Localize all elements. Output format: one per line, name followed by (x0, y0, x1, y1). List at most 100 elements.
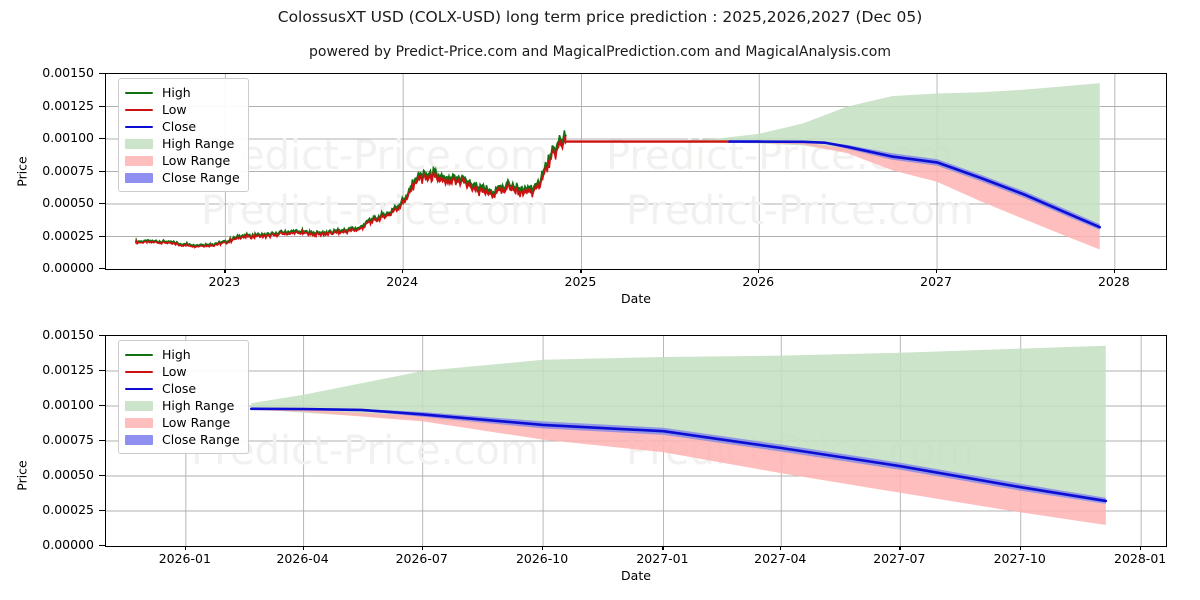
y-tick-label: 0.00075 (42, 162, 94, 178)
legend-swatch-patch-icon (125, 399, 153, 412)
legend-item-close-range[interactable]: Close Range (125, 431, 240, 448)
x-tick-label: 2026-10 (515, 551, 569, 566)
top-plot-area: Predict-Price.com Predict-Price.com Predic… (105, 73, 1167, 270)
legend-swatch-line-icon (125, 86, 153, 99)
y-tick-label: 0.00050 (42, 467, 94, 482)
top-x-axis-label: Date (621, 291, 651, 306)
legend-item-low[interactable]: Low (125, 101, 240, 118)
band-low-range (729, 141, 1100, 250)
x-tick-mark (1019, 545, 1021, 550)
x-tick-label: 2026-07 (395, 551, 448, 566)
legend-label: Close (162, 119, 197, 134)
legend-item-low-range[interactable]: Low Range (125, 414, 240, 431)
x-tick-mark (184, 545, 186, 550)
x-tick-label: 2024 (386, 274, 419, 289)
page-title: ColossusXT USD (COLX-USD) long term pric… (277, 8, 923, 26)
legend-item-low-range[interactable]: Low Range (125, 152, 240, 169)
x-tick-label: 2027-01 (636, 551, 689, 566)
x-tick-mark (899, 545, 901, 550)
legend-label: Low (162, 102, 187, 117)
watermark-text: Predict-Price.com (201, 188, 549, 234)
x-tick-label: 2028 (1097, 274, 1130, 289)
top-legend[interactable]: High Low Close High Range Low Range Close Ran… (118, 78, 249, 192)
y-tick-label: 0.00025 (42, 227, 94, 243)
legend-item-low[interactable]: Low (125, 363, 240, 380)
y-tick-mark (99, 545, 105, 547)
y-tick-mark (99, 235, 105, 237)
legend-item-close-range[interactable]: Close Range (125, 169, 240, 186)
legend-label: Low Range (162, 415, 231, 430)
x-tick-mark (758, 268, 760, 273)
x-tick-mark (302, 545, 304, 550)
series-close-line (728, 140, 1102, 229)
series-high-line (134, 130, 567, 248)
y-tick-label: 0.00075 (42, 432, 94, 447)
y-tick-mark (99, 510, 105, 512)
y-tick-mark (99, 335, 105, 337)
y-tick-label: 0.00150 (42, 327, 94, 342)
legend-label: High Range (162, 398, 235, 413)
top-plot-svg: Predict-Price.com Predict-Price.com Predic… (106, 74, 1166, 269)
x-tick-label: 2026-04 (276, 551, 329, 566)
legend-swatch-patch-icon (125, 137, 153, 150)
legend-label: High Range (162, 136, 235, 151)
y-tick-label: 0.00100 (42, 397, 94, 412)
x-tick-label: 2026-01 (158, 551, 211, 566)
y-tick-mark (99, 405, 105, 407)
watermark-text: Predict-Price.com (626, 188, 974, 234)
legend-swatch-patch-icon (125, 433, 153, 446)
y-tick-mark (99, 370, 105, 372)
x-tick-label: 2027-10 (993, 551, 1046, 566)
x-tick-mark (224, 268, 226, 273)
y-tick-mark (99, 105, 105, 107)
bottom-chart-panel: Price 0.00000 0.00025 0.00050 0.00075 0.0010… (0, 310, 1200, 600)
y-tick-label: 0.00000 (42, 537, 94, 552)
series-low-line (134, 137, 567, 249)
legend-label: High (162, 85, 191, 100)
x-tick-mark (580, 268, 582, 273)
legend-swatch-patch-icon (125, 416, 153, 429)
y-tick-mark (99, 475, 105, 477)
legend-item-close[interactable]: Close (125, 380, 240, 397)
page-subtitle: powered by Predict-Price.com and Magical… (309, 44, 891, 60)
watermark-text: Predict-Price.com (201, 133, 549, 179)
legend-swatch-patch-icon (125, 154, 153, 167)
y-tick-mark (99, 203, 105, 205)
x-tick-label: 2028-01 (1114, 551, 1167, 566)
legend-swatch-line-icon (125, 103, 153, 116)
y-tick-mark (99, 138, 105, 140)
legend-item-high-range[interactable]: High Range (125, 397, 240, 414)
legend-item-close[interactable]: Close (125, 118, 240, 135)
y-tick-mark (99, 440, 105, 442)
y-tick-label: 0.00125 (42, 97, 94, 113)
legend-swatch-line-icon (125, 348, 153, 361)
legend-item-high-range[interactable]: High Range (125, 135, 240, 152)
x-tick-label: 2023 (208, 274, 241, 289)
legend-swatch-patch-icon (125, 171, 153, 184)
legend-item-high[interactable]: High (125, 346, 240, 363)
y-tick-label: 0.00150 (42, 65, 94, 80)
legend-swatch-line-icon (125, 382, 153, 395)
x-tick-label: 2027 (920, 274, 952, 289)
x-tick-label: 2026 (742, 274, 775, 289)
legend-swatch-line-icon (125, 120, 153, 133)
x-tick-label: 2027-04 (754, 551, 807, 566)
x-tick-mark (402, 268, 404, 273)
x-tick-mark (662, 545, 664, 550)
y-tick-mark (99, 268, 105, 270)
x-tick-label: 2027-07 (873, 551, 926, 566)
x-tick-mark (1140, 545, 1142, 550)
bottom-legend[interactable]: High Low Close High Range Low Range Close Ran… (118, 340, 249, 454)
x-tick-mark (780, 545, 782, 550)
y-tick-label: 0.00100 (42, 130, 94, 145)
y-tick-label: 0.00125 (42, 362, 94, 377)
x-tick-mark (421, 545, 423, 550)
x-tick-label: 2025 (564, 274, 597, 289)
watermark-text: Predict-Price.com (191, 428, 539, 474)
x-tick-mark (1113, 268, 1116, 273)
legend-item-high[interactable]: High (125, 84, 240, 101)
x-tick-mark (542, 545, 544, 550)
